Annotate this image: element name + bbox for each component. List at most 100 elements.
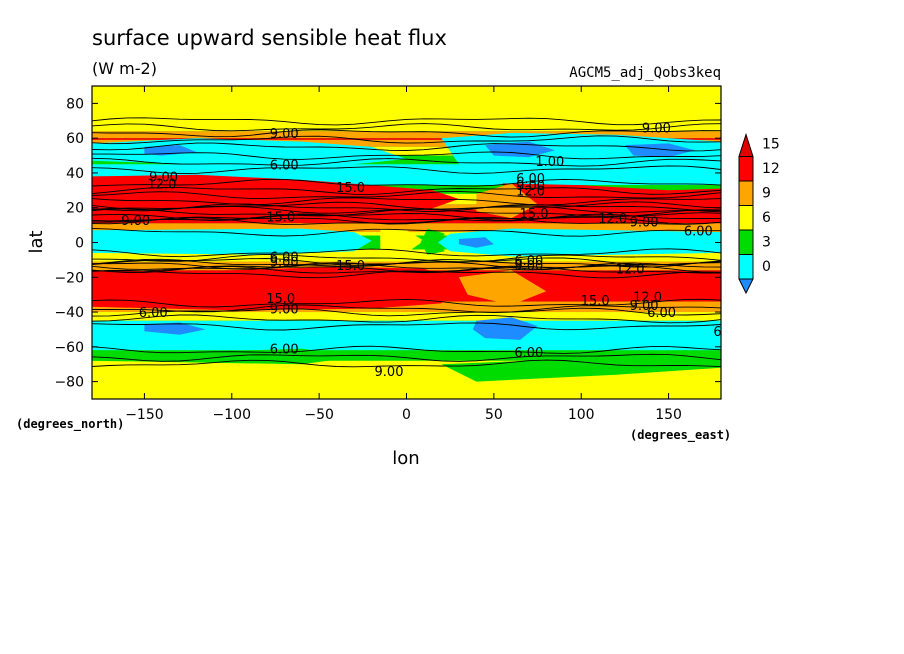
contour-line: [92, 304, 721, 313]
contour-label: 6.00: [514, 346, 543, 361]
contour-line: [92, 123, 721, 132]
contour-label: 15.0: [266, 210, 295, 225]
contour-label: 1.00: [535, 155, 564, 170]
x-tick-label: 150: [655, 407, 682, 423]
colorbar-label: 3: [762, 235, 771, 251]
band-8n-orange: [92, 223, 721, 233]
region-blue-south-1: [144, 322, 206, 335]
chart-title: surface upward sensible heat flux: [92, 26, 447, 50]
contour-label: 6.00: [270, 158, 299, 173]
colorbar-arrow-top: [738, 132, 754, 157]
contour-line: [92, 157, 721, 167]
y-tick-label: −80: [54, 375, 84, 391]
x-tick-label: −100: [213, 407, 251, 423]
y-axis-label: lat: [26, 230, 47, 253]
contour-line: [92, 261, 721, 270]
contour-line: [92, 314, 721, 324]
colorbar-label: 6: [762, 210, 771, 226]
colorbar-label: 0: [762, 259, 771, 275]
contour-lines: [92, 117, 721, 368]
run-label: AGCM5_adj_Qobs3keq: [569, 65, 721, 81]
contour-label: 15.0: [581, 294, 610, 309]
contour-line: [92, 262, 721, 271]
contour-line: [92, 265, 721, 274]
contour-label: 15.0: [336, 181, 365, 196]
contour-line: [92, 248, 721, 258]
contour-line: [92, 135, 721, 145]
contour-label: 9.00: [270, 303, 299, 318]
contour-label: 6.00: [684, 224, 713, 239]
region-green-south-east: [441, 353, 721, 382]
y-tick-label: −20: [54, 270, 84, 286]
colorbar-label: 15: [762, 137, 780, 153]
x-tick-label: 0: [402, 407, 411, 423]
contour-line: [92, 298, 721, 308]
contour-label: 6.00: [514, 254, 543, 269]
contour-line: [92, 322, 721, 331]
x-tick-label: −50: [304, 407, 334, 423]
contour-label: 12.0: [147, 177, 176, 192]
contour-label: 6.00: [647, 306, 676, 321]
contour-line: [92, 151, 721, 160]
axes: −150 −100 −50 0 50 100 150 80 60 40 20 0 −20 −40 −60 −8…: [54, 86, 721, 423]
band-42s-yellow: [92, 312, 721, 321]
contour-line: [92, 345, 721, 354]
contour-label: 12.0: [616, 263, 645, 278]
contour-line: [92, 178, 721, 187]
band-60n-red: [92, 138, 721, 140]
contour-line: [92, 217, 721, 225]
contour-fills: [92, 86, 721, 399]
region-blue-north-3: [624, 143, 695, 158]
region-red-north-east: [502, 183, 721, 219]
contour-label: 9.00: [514, 259, 543, 274]
contour-line: [92, 129, 721, 138]
plot-area: [92, 86, 721, 399]
contour-line: [92, 142, 721, 152]
y-tick-label: 0: [75, 236, 84, 252]
contour-line: [92, 197, 721, 206]
y-tick-label: 60: [66, 131, 84, 147]
y-units-label: (degrees_north): [16, 417, 124, 432]
contour-label: 6.00: [270, 343, 299, 358]
contour-label: 15.0: [336, 259, 365, 274]
x-axis-label: lon: [392, 448, 419, 469]
contour-label: 9.00: [270, 256, 299, 271]
x-tick-label: −150: [125, 407, 163, 423]
contour-label: 12.0: [633, 290, 662, 305]
band-60n-orange: [92, 131, 721, 139]
contour-label: 9.00: [121, 214, 150, 229]
contour-label: 9.00: [630, 216, 659, 231]
region-red-south-west: [92, 266, 459, 311]
colorbar-segment: [738, 229, 754, 255]
contour-label: 15.0: [520, 207, 549, 222]
x-tick-label: 100: [568, 407, 595, 423]
y-tick-label: 80: [66, 96, 84, 112]
band-50n-yellow: [92, 146, 721, 156]
band-13s-orange: [92, 261, 721, 271]
contour-line: [92, 165, 721, 175]
contour-label: 6.00: [139, 306, 168, 321]
band-45n-green: [92, 155, 721, 165]
contour-line: [92, 117, 721, 126]
chart-units: (W m-2): [92, 59, 157, 78]
colorbar-segment: [738, 205, 754, 231]
y-tick-label: 20: [66, 201, 84, 217]
contour-line: [92, 227, 721, 237]
contour-label: 9.00: [270, 127, 299, 142]
contour-line: [92, 359, 721, 368]
contour-label: 12.0: [598, 212, 627, 227]
y-tick-label: −40: [54, 305, 84, 321]
region-green-equator-gap: [420, 228, 445, 255]
band-55s-cyan: [92, 320, 721, 351]
contour-label: 9.00: [642, 122, 671, 137]
x-units-label: (degrees_east): [630, 428, 731, 443]
contour-line: [92, 190, 721, 199]
band-37s-orange: [92, 301, 721, 313]
x-tick-label: 50: [485, 407, 503, 423]
contour-label: 9.00: [375, 365, 404, 380]
contour-label: 6.00: [516, 172, 545, 187]
contour-label: 9.00: [516, 179, 545, 194]
contour-label: 9.00: [630, 299, 659, 314]
colorbar-arrow-bottom: [738, 278, 754, 295]
